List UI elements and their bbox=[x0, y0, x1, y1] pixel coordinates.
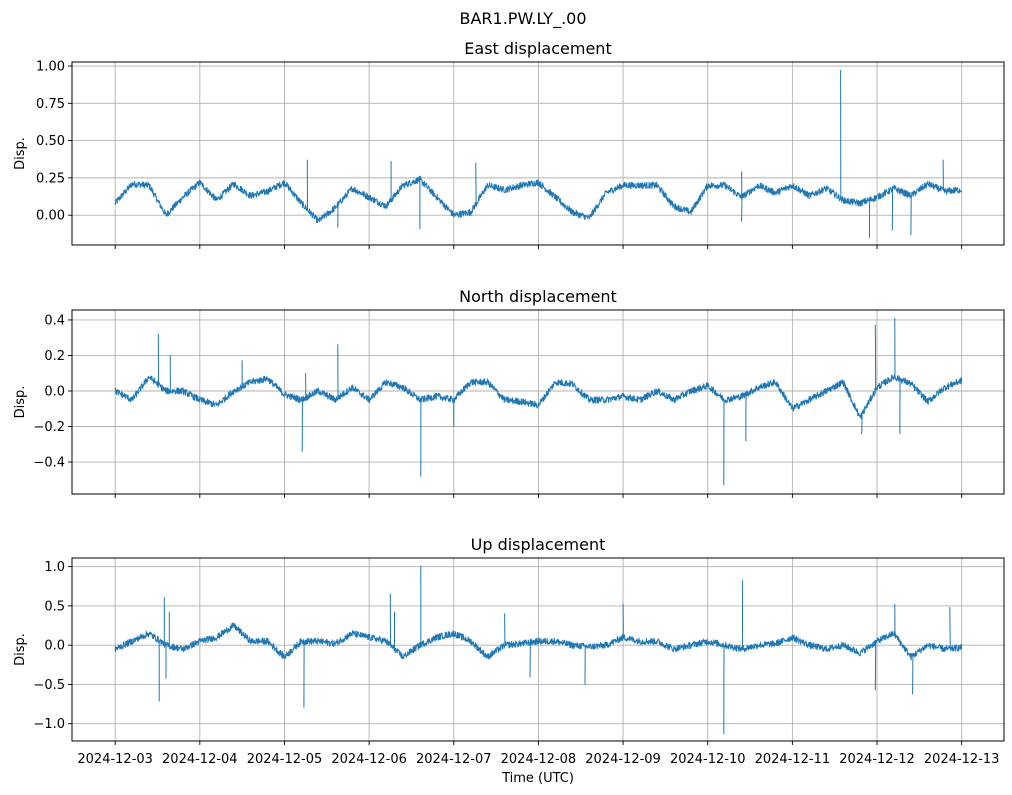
x-tick-label: 2024-12-07 bbox=[416, 752, 492, 767]
y-axis-label: Disp. bbox=[13, 386, 28, 419]
x-tick-label: 2024-12-06 bbox=[331, 752, 407, 767]
data-series-line bbox=[114, 70, 963, 238]
axes-frame bbox=[71, 309, 1005, 495]
axes-frame bbox=[71, 557, 1005, 742]
y-tick-label: −0.4 bbox=[33, 456, 65, 471]
y-tick-label: 1.0 bbox=[44, 560, 65, 575]
x-tick-label: 2024-12-10 bbox=[670, 752, 746, 767]
y-tick-label: 0.00 bbox=[36, 209, 65, 224]
x-tick-label: 2024-12-04 bbox=[162, 752, 238, 767]
x-tick-label: 2024-12-08 bbox=[501, 752, 577, 767]
y-tick-label: 1.00 bbox=[36, 60, 65, 75]
y-tick-label: 0.2 bbox=[44, 349, 65, 364]
y-tick-label: 0.0 bbox=[44, 639, 65, 654]
y-tick-label: 0.4 bbox=[44, 313, 65, 328]
y-tick-label: −0.2 bbox=[33, 420, 65, 435]
y-tick-label: 0.50 bbox=[36, 134, 65, 149]
x-tick-label: 2024-12-12 bbox=[839, 752, 915, 767]
subplot-north: −0.4 −0.2 0.0 0.2 0.4 North displacement Disp. bbox=[13, 287, 1005, 498]
data-series-line bbox=[114, 565, 963, 735]
subplot-east: 0.00 0.25 0.50 0.75 1.00 East displacement Dis… bbox=[13, 39, 1005, 249]
axes-frame bbox=[71, 61, 1005, 246]
x-tick-label: 2024-12-03 bbox=[77, 752, 153, 767]
y-axis-label: Disp. bbox=[13, 633, 28, 666]
y-tick-label: −1.0 bbox=[33, 717, 65, 732]
x-tick-label: 2024-12-11 bbox=[755, 752, 831, 767]
subplot-title: East displacement bbox=[464, 39, 611, 58]
subplot-title: North displacement bbox=[459, 287, 617, 306]
y-tick-label: −0.5 bbox=[33, 678, 65, 693]
subplot-up: 2024-12-03 2024-12-04 2024-12-05 2024-12-06… bbox=[13, 535, 1005, 786]
x-tick-label: 2024-12-13 bbox=[924, 752, 1000, 767]
x-tick-label: 2024-12-09 bbox=[585, 752, 661, 767]
y-tick-label: 0.25 bbox=[36, 171, 65, 186]
y-tick-label: 0.0 bbox=[44, 384, 65, 399]
data-series-line bbox=[114, 317, 963, 486]
figure-suptitle: BAR1.PW.LY_.00 bbox=[459, 9, 586, 29]
subplot-title: Up displacement bbox=[471, 535, 606, 554]
y-tick-label: 0.5 bbox=[44, 599, 65, 614]
y-axis-label: Disp. bbox=[13, 137, 28, 170]
y-tick-label: 0.75 bbox=[36, 97, 65, 112]
x-tick-label: 2024-12-05 bbox=[247, 752, 323, 767]
x-axis-label: Time (UTC) bbox=[501, 771, 574, 786]
